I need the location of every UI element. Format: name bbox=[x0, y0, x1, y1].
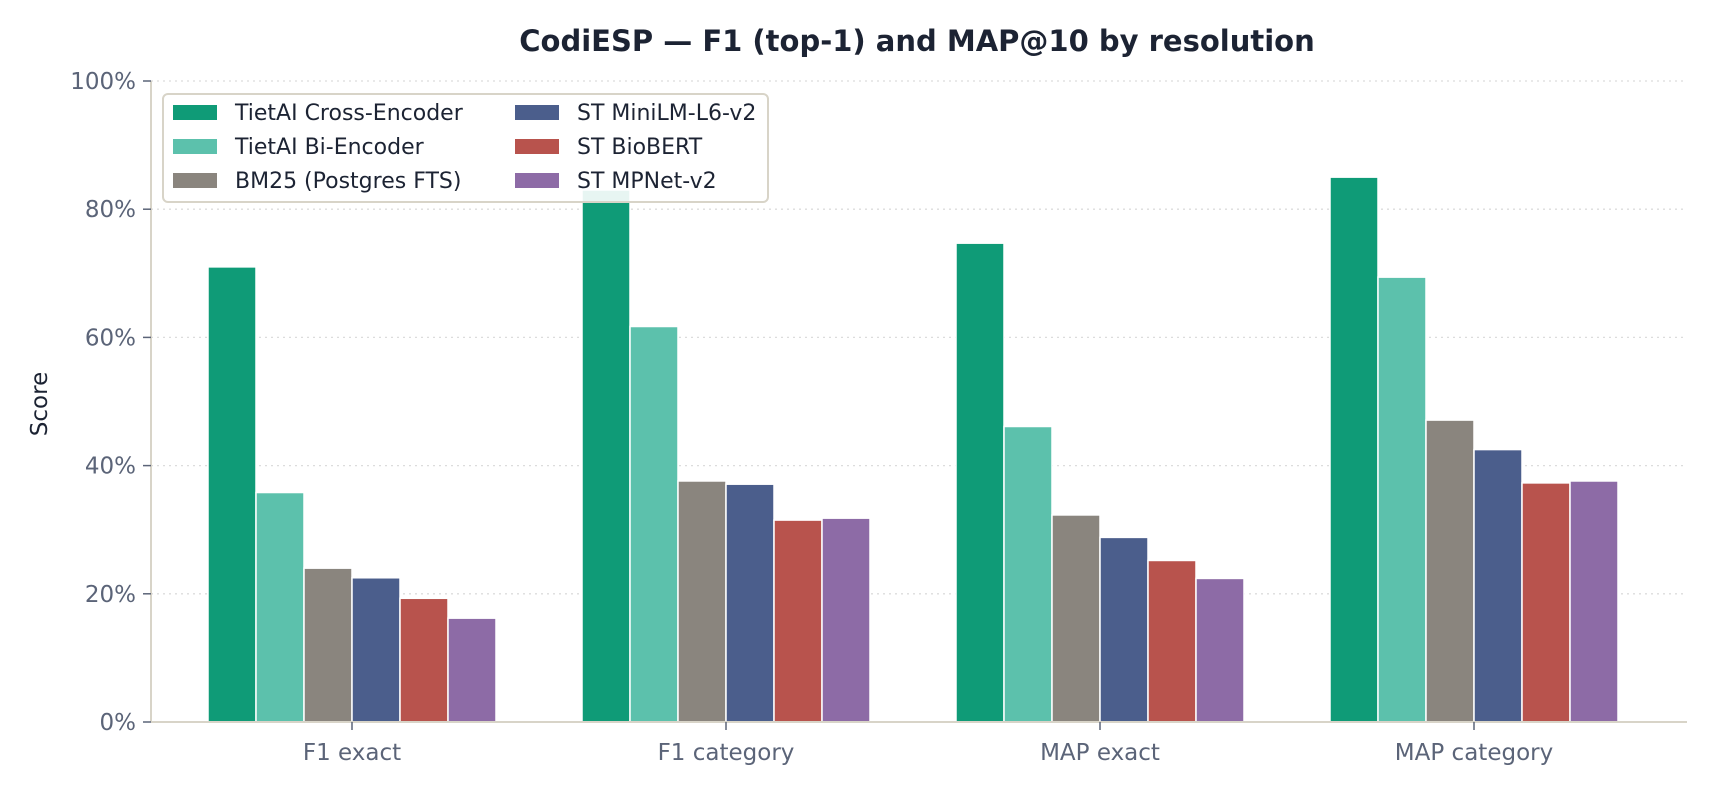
legend-label: BM25 (Postgres FTS) bbox=[235, 169, 461, 194]
y-tick-label: 0% bbox=[100, 710, 137, 736]
legend-label: ST BioBERT bbox=[577, 135, 703, 160]
bar bbox=[1377, 276, 1427, 723]
y-axis-label: Score bbox=[27, 372, 53, 436]
legend-label: TietAI Bi-Encoder bbox=[234, 135, 425, 160]
bar bbox=[821, 517, 871, 723]
bar bbox=[725, 483, 775, 723]
bar bbox=[351, 577, 401, 723]
y-tick-label: 40% bbox=[85, 454, 136, 480]
legend-swatch bbox=[173, 139, 217, 154]
bar bbox=[1099, 536, 1149, 723]
bars bbox=[207, 176, 1619, 723]
legend-frame bbox=[162, 93, 769, 203]
x-ticks: F1 exact F1 category MAP exact MAP category bbox=[303, 722, 1553, 766]
bar bbox=[1147, 559, 1197, 723]
bar bbox=[773, 519, 823, 723]
y-tick-label: 20% bbox=[85, 582, 136, 608]
y-ticks: 0% 20% 40% 60% 80% 100% bbox=[70, 69, 151, 736]
y-tick-label: 60% bbox=[85, 325, 136, 351]
bar bbox=[629, 325, 679, 723]
bar bbox=[1051, 514, 1101, 723]
bar bbox=[207, 266, 257, 723]
bar bbox=[1195, 577, 1245, 723]
bar bbox=[447, 617, 497, 723]
legend-swatch bbox=[515, 139, 559, 154]
y-tick-label: 80% bbox=[85, 197, 136, 223]
bar bbox=[581, 189, 631, 723]
x-tick-label: MAP category bbox=[1395, 740, 1553, 766]
legend-label: ST MiniLM-L6-v2 bbox=[577, 101, 756, 126]
axes bbox=[150, 81, 1687, 723]
bar bbox=[1473, 448, 1523, 723]
bar bbox=[399, 597, 449, 723]
legend-label: ST MPNet-v2 bbox=[577, 169, 717, 194]
legend-swatch bbox=[515, 173, 559, 188]
x-tick-label: F1 category bbox=[658, 740, 795, 766]
bar bbox=[1329, 176, 1379, 723]
legend-swatch bbox=[515, 105, 559, 120]
bar bbox=[1521, 482, 1571, 723]
x-tick-label: MAP exact bbox=[1040, 740, 1160, 766]
chart-title: CodiESP — F1 (top-1) and MAP@10 by resol… bbox=[519, 24, 1314, 58]
legend-label: TietAI Cross-Encoder bbox=[234, 101, 464, 126]
bar bbox=[303, 567, 353, 723]
y-tick-label: 100% bbox=[70, 69, 136, 95]
bar bbox=[1425, 419, 1475, 723]
bar bbox=[1003, 425, 1053, 723]
bar bbox=[255, 491, 305, 723]
bar bbox=[955, 242, 1005, 723]
legend-swatch bbox=[173, 105, 217, 120]
bar bbox=[677, 480, 727, 723]
x-tick-label: F1 exact bbox=[303, 740, 401, 766]
legend-swatch bbox=[173, 173, 217, 188]
bar bbox=[1569, 480, 1619, 723]
legend: TietAI Cross-Encoder TietAI Bi-Encoder BM2… bbox=[162, 93, 769, 203]
